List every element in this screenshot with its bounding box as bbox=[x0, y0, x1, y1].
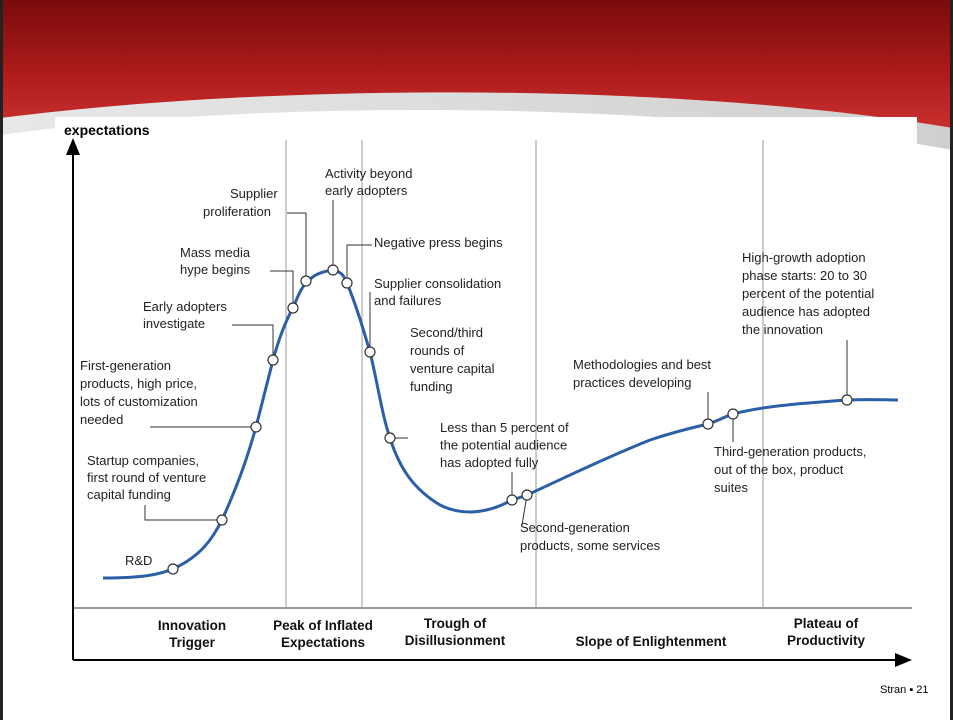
annotation-text: Supplier bbox=[230, 186, 278, 201]
annotation-text: investigate bbox=[143, 316, 205, 331]
curve-marker bbox=[727, 408, 739, 420]
curve-marker bbox=[167, 563, 179, 575]
curve-marker bbox=[300, 275, 312, 287]
phase-label: Peak of Inflated bbox=[273, 618, 373, 633]
annotation-text: Second/third bbox=[410, 325, 483, 340]
y-axis-label: expectations bbox=[64, 122, 150, 138]
annotations: R&D Startup companies, first round of vent… bbox=[80, 166, 874, 568]
annotation-text: the potential audience bbox=[440, 438, 567, 453]
annotation-text: products, high price, bbox=[80, 376, 197, 391]
annotation-text: Third-generation products, bbox=[714, 444, 866, 459]
annotation-text: has adopted fully bbox=[440, 455, 539, 470]
curve-marker bbox=[327, 264, 339, 276]
annotation-text: rounds of bbox=[410, 343, 465, 358]
phase-label: Slope of Enlightenment bbox=[576, 634, 727, 649]
annotation-text: and failures bbox=[374, 293, 442, 308]
leader-line bbox=[270, 270, 294, 308]
leader-line bbox=[287, 212, 307, 281]
annotation-text: lots of customization bbox=[80, 394, 198, 409]
curve-marker bbox=[216, 514, 228, 526]
annotation-text: the innovation bbox=[742, 322, 823, 337]
curve-marker bbox=[364, 346, 376, 358]
annotation-text: Early adopters bbox=[143, 299, 227, 314]
annotation-text: out of the box, product bbox=[714, 462, 844, 477]
annotation-text: practices developing bbox=[573, 375, 692, 390]
annotation-text: Activity beyond bbox=[325, 166, 412, 181]
annotation-text: First-generation bbox=[80, 358, 171, 373]
curve-marker bbox=[267, 354, 279, 366]
annotation-text: Less than 5 percent of bbox=[440, 420, 569, 435]
annotation-text: audience has adopted bbox=[742, 304, 870, 319]
annotation-text: proliferation bbox=[203, 204, 271, 219]
curve-marker bbox=[841, 394, 853, 406]
annotation-text: hype begins bbox=[180, 262, 251, 277]
annotation-text: first round of venture bbox=[87, 470, 206, 485]
annotation-text: Mass media bbox=[180, 245, 251, 260]
right-edge bbox=[950, 0, 953, 720]
annotation-text: percent of the potential bbox=[742, 286, 874, 301]
phase-labels: Innovation Trigger Peak of Inflated Expecta… bbox=[158, 616, 866, 650]
annotation-text: High-growth adoption bbox=[742, 250, 866, 265]
annotation-text: venture capital bbox=[410, 361, 495, 376]
annotation-text: Negative press begins bbox=[374, 235, 503, 250]
annotation-text: funding bbox=[410, 379, 453, 394]
phase-label: Disillusionment bbox=[405, 633, 506, 648]
phase-label: Expectations bbox=[281, 635, 365, 650]
left-edge bbox=[0, 0, 3, 720]
annotation-text: Second-generation bbox=[520, 520, 630, 535]
phase-label: Trough of bbox=[424, 616, 487, 631]
curve-marker bbox=[506, 494, 518, 506]
annotation-text: R&D bbox=[125, 553, 152, 568]
leader-line bbox=[144, 505, 220, 521]
leader-lines bbox=[144, 200, 848, 526]
slide-number: Stran ▪ 21 bbox=[880, 684, 929, 696]
curve-marker bbox=[384, 432, 396, 444]
phase-label: Innovation bbox=[158, 618, 226, 633]
annotation-text: Startup companies, bbox=[87, 453, 199, 468]
annotation-text: Supplier consolidation bbox=[374, 276, 501, 291]
phase-label: Trigger bbox=[169, 635, 216, 650]
annotation-text: early adopters bbox=[325, 183, 408, 198]
curve-marker bbox=[341, 277, 353, 289]
diagram-background bbox=[55, 117, 917, 677]
x-axis-arrow bbox=[895, 653, 912, 667]
annotation-text: Methodologies and best bbox=[573, 357, 711, 372]
header-band bbox=[0, 0, 953, 128]
curve-markers bbox=[167, 264, 853, 575]
annotation-text: suites bbox=[714, 480, 748, 495]
curve-marker bbox=[250, 421, 262, 433]
annotation-text: phase starts: 20 to 30 bbox=[742, 268, 867, 283]
leader-line bbox=[232, 324, 274, 360]
curve-marker bbox=[287, 302, 299, 314]
annotation-text: products, some services bbox=[520, 538, 661, 553]
hype-cycle-diagram: expectations R&D Startup companies, first … bbox=[55, 117, 917, 677]
leader-line bbox=[346, 244, 372, 283]
phase-label: Plateau of bbox=[794, 616, 859, 631]
phase-label: Productivity bbox=[787, 633, 866, 648]
curve-marker bbox=[702, 418, 714, 430]
annotation-text: capital funding bbox=[87, 487, 171, 502]
annotation-text: needed bbox=[80, 412, 123, 427]
y-axis-arrow bbox=[66, 138, 80, 155]
curve-marker bbox=[521, 489, 533, 501]
